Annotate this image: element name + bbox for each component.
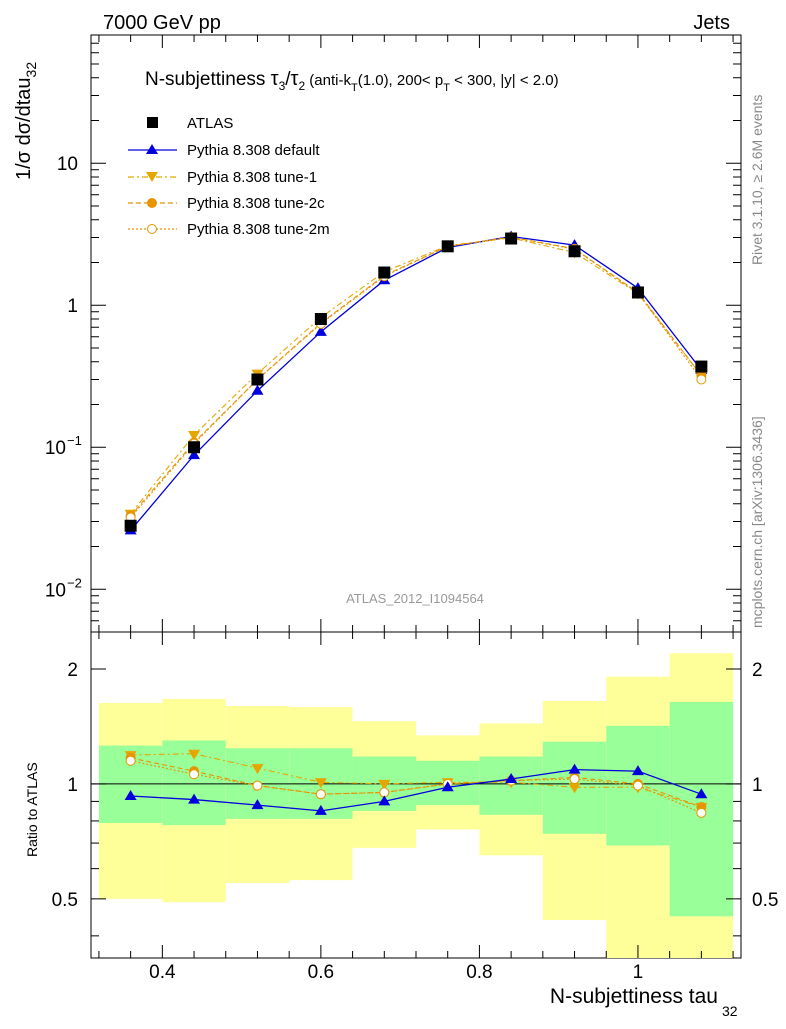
ratio-point-pythia-8-308-default xyxy=(378,795,391,806)
rivet-label: Rivet 3.1.10, ≥ 2.6M events xyxy=(749,95,765,265)
process-label: Jets xyxy=(693,12,730,34)
ratio-point-pythia-8-308-default xyxy=(695,788,708,799)
legend-label-default: Pythia 8.308 default xyxy=(187,142,320,159)
ratio-line-pythia-8-308-tune-2m xyxy=(130,760,702,814)
data-point-atlas xyxy=(124,519,137,532)
y-tick-label-exp: −1 xyxy=(67,433,82,448)
ratio-point-pythia-8-308-default xyxy=(505,773,518,784)
energy-label: 7000 GeV pp xyxy=(103,12,221,34)
ratio-point-pythia-8-308-tune-2m xyxy=(125,755,136,766)
y-tick-label-ratio-right: 1 xyxy=(752,775,763,796)
legend: ATLAS Pythia 8.308 default Pythia 8.308 … xyxy=(128,115,330,238)
y-tick-label-ratio: 1 xyxy=(67,775,78,796)
data-point-atlas xyxy=(568,245,581,258)
series-line-pythia-8-308-tune-2m xyxy=(130,236,702,518)
data-point-atlas xyxy=(251,373,264,386)
legend-label-tune2c: Pythia 8.308 tune-2c xyxy=(187,195,325,212)
ratio-point-pythia-8-308-default xyxy=(251,799,264,810)
ratio-point-pythia-8-308-tune-1 xyxy=(314,778,327,789)
ratio-bands xyxy=(98,653,734,958)
ratio-point-pythia-8-308-tune-2m xyxy=(696,807,707,818)
y-tick-label-exp: −2 xyxy=(67,575,82,590)
data-point-pythia-8-308-default xyxy=(314,325,327,336)
ratio-point-pythia-8-308-default xyxy=(124,789,137,800)
x-tick-label: 1 xyxy=(633,962,644,983)
ratio-point-pythia-8-308-tune-2m xyxy=(632,780,643,791)
x-axis-label-sub: 32 xyxy=(722,1003,738,1019)
plot-title: N-subjettiness τ3/τ2 (anti-kT(1.0), 200<… xyxy=(145,68,559,94)
ratio-point-pythia-8-308-default xyxy=(314,804,327,815)
ratio-point-pythia-8-308-tune-2m xyxy=(569,774,580,785)
data-point-atlas xyxy=(695,360,708,373)
legend-marker-default xyxy=(146,144,158,154)
x-tick-label: 0.4 xyxy=(149,962,176,983)
data-point-atlas xyxy=(441,240,454,253)
ratio-point-pythia-8-308-default xyxy=(631,765,644,776)
ratio-point-pythia-8-308-tune-1 xyxy=(378,779,391,790)
data-point-pythia-8-308-tune-1 xyxy=(188,430,201,441)
legend-marker-tune2m xyxy=(147,224,157,234)
ratio-point-pythia-8-308-tune-2m xyxy=(189,769,200,780)
ratio-point-pythia-8-308-tune-1 xyxy=(568,783,581,794)
ratio-line-pythia-8-308-tune-1 xyxy=(130,753,702,808)
mcplots-label: mcplots.cern.ch [arXiv:1306.3436] xyxy=(749,416,765,628)
ratio-point-pythia-8-308-tune-2m xyxy=(252,780,263,791)
y-tick-label-main: 10 xyxy=(45,438,66,459)
ratio-point-pythia-8-308-default xyxy=(441,781,454,792)
main-series xyxy=(124,230,708,535)
data-point-pythia-8-308-tune-2m xyxy=(696,374,707,385)
y-axis-label-main: 1/σ dσ/dtau32 xyxy=(13,62,39,180)
ratio-line-pythia-8-308-default xyxy=(130,768,702,812)
data-point-atlas xyxy=(631,286,644,299)
ratio-point-pythia-8-308-tune-1 xyxy=(188,749,201,760)
y-tick-label-main: 10 xyxy=(57,154,78,175)
x-tick-label: 0.8 xyxy=(466,962,492,983)
ratio-point-pythia-8-308-default xyxy=(188,793,201,804)
ratio-series xyxy=(124,749,708,818)
y-tick-label-ratio: 0.5 xyxy=(52,890,78,911)
y-axis-label-ratio: Ratio to ATLAS xyxy=(24,762,40,857)
legend-label-tune1: Pythia 8.308 tune-1 xyxy=(187,169,317,186)
legend-label-atlas: ATLAS xyxy=(187,115,233,132)
legend-marker-tune1 xyxy=(146,172,158,182)
y-tick-label-ratio-right: 2 xyxy=(752,660,763,681)
data-point-atlas xyxy=(505,232,518,245)
x-axis-label: N-subjettiness tau xyxy=(550,985,718,1008)
legend-marker-tune2c xyxy=(147,198,157,208)
legend-label-tune2m: Pythia 8.308 tune-2m xyxy=(187,221,330,238)
data-point-pythia-8-308-default xyxy=(251,384,264,395)
ratio-point-pythia-8-308-tune-1 xyxy=(251,764,264,775)
analysis-id: ATLAS_2012_I1094564 xyxy=(346,591,484,606)
series-line-pythia-8-308-default xyxy=(130,235,702,531)
data-point-pythia-8-308-default xyxy=(188,449,201,460)
y-tick-label-ratio: 2 xyxy=(67,660,78,681)
data-point-atlas xyxy=(314,313,327,326)
data-point-atlas xyxy=(378,266,391,279)
y-tick-label-main: 10 xyxy=(45,580,66,601)
x-tick-label: 0.6 xyxy=(308,962,334,983)
ratio-point-pythia-8-308-default xyxy=(568,763,581,774)
legend-marker-atlas xyxy=(147,117,158,128)
data-point-atlas xyxy=(188,441,201,454)
series-line-pythia-8-308-tune-1 xyxy=(130,237,702,515)
y-tick-label-main: 1 xyxy=(67,296,78,317)
y-tick-label-ratio-right: 0.5 xyxy=(752,890,778,911)
ratio-point-pythia-8-308-tune-2m xyxy=(315,789,326,800)
